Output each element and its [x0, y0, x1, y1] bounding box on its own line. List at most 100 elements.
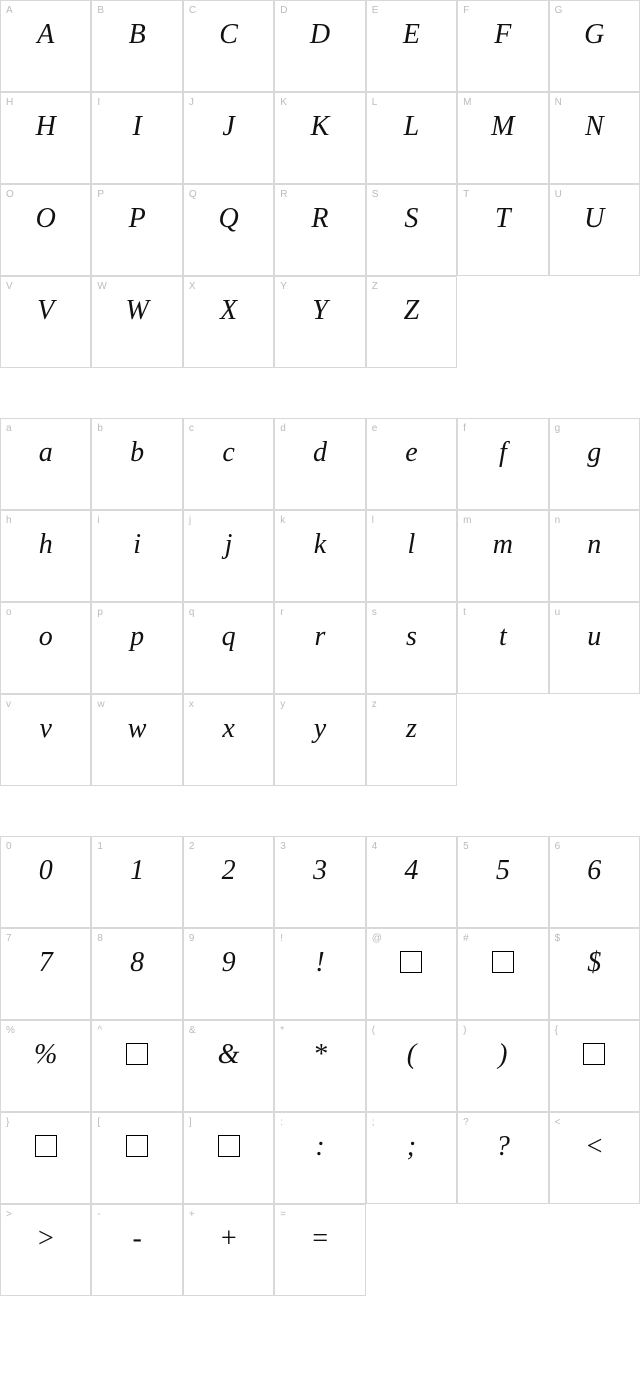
glyph-character: 4 [404, 855, 418, 887]
glyph-cell[interactable]: 77 [0, 928, 91, 1020]
glyph-cell[interactable]: VV [0, 276, 91, 368]
glyph-cell[interactable]: (( [366, 1020, 457, 1112]
glyph-cell[interactable]: UU [549, 184, 640, 276]
glyph-cell[interactable]: PP [91, 184, 182, 276]
glyph-cell[interactable]: ee [366, 418, 457, 510]
glyph-cell[interactable]: yy [274, 694, 365, 786]
glyph-cell[interactable]: >> [0, 1204, 91, 1296]
glyph-cell[interactable]: } [0, 1112, 91, 1204]
glyph-cell-label: Z [372, 281, 378, 292]
glyph-cell[interactable]: TT [457, 184, 548, 276]
glyph-cell[interactable]: -- [91, 1204, 182, 1296]
glyph-cell[interactable]: [ [91, 1112, 182, 1204]
glyph-cell-label: o [6, 607, 12, 618]
glyph-cell[interactable]: XX [183, 276, 274, 368]
glyph-cell-label: V [6, 281, 13, 292]
glyph-cell[interactable]: @ [366, 928, 457, 1020]
glyph-cell[interactable]: BB [91, 0, 182, 92]
glyph-cell[interactable]: cc [183, 418, 274, 510]
glyph-cell[interactable]: ff [457, 418, 548, 510]
glyph-cell[interactable]: HH [0, 92, 91, 184]
glyph-cell[interactable]: ** [274, 1020, 365, 1112]
glyph-cell[interactable]: WW [91, 276, 182, 368]
glyph-cell[interactable]: YY [274, 276, 365, 368]
glyph-cell[interactable]: $$ [549, 928, 640, 1020]
glyph-cell[interactable]: RR [274, 184, 365, 276]
glyph-cell[interactable]: SS [366, 184, 457, 276]
glyph-cell[interactable]: hh [0, 510, 91, 602]
glyph-cell[interactable]: && [183, 1020, 274, 1112]
glyph-cell[interactable]: gg [549, 418, 640, 510]
glyph-cell[interactable]: NN [549, 92, 640, 184]
glyph-cell-label: @ [372, 933, 382, 944]
glyph-cell[interactable]: << [549, 1112, 640, 1204]
glyph-cell[interactable]: ii [91, 510, 182, 602]
glyph-cell[interactable]: ll [366, 510, 457, 602]
glyph-cell[interactable]: GG [549, 0, 640, 92]
glyph-cell[interactable]: vv [0, 694, 91, 786]
glyph-character: b [130, 437, 144, 469]
glyph-cell[interactable]: uu [549, 602, 640, 694]
glyph-cell-label: W [97, 281, 106, 292]
glyph-cell[interactable]: FF [457, 0, 548, 92]
glyph-cell[interactable]: ?? [457, 1112, 548, 1204]
glyph-cell-label: U [555, 189, 562, 200]
glyph-cell[interactable]: mm [457, 510, 548, 602]
glyph-cell[interactable]: zz [366, 694, 457, 786]
glyph-cell-label: e [372, 423, 378, 434]
glyph-character: j [225, 529, 233, 561]
glyph-cell[interactable]: ss [366, 602, 457, 694]
glyph-cell[interactable]: KK [274, 92, 365, 184]
glyph-cell[interactable]: II [91, 92, 182, 184]
glyph-cell[interactable]: ;; [366, 1112, 457, 1204]
glyph-cell[interactable]: !! [274, 928, 365, 1020]
glyph-cell[interactable]: 11 [91, 836, 182, 928]
glyph-character: ! [315, 947, 324, 979]
glyph-cell[interactable]: ww [91, 694, 182, 786]
glyph-cell[interactable]: 99 [183, 928, 274, 1020]
glyph-cell[interactable]: DD [274, 0, 365, 92]
glyph-cell[interactable]: :: [274, 1112, 365, 1204]
glyph-cell[interactable]: AA [0, 0, 91, 92]
glyph-cell[interactable]: qq [183, 602, 274, 694]
glyph-cell[interactable]: CC [183, 0, 274, 92]
glyph-cell[interactable]: rr [274, 602, 365, 694]
glyph-cell-label: K [280, 97, 287, 108]
glyph-cell[interactable]: )) [457, 1020, 548, 1112]
glyph-cell[interactable]: EE [366, 0, 457, 92]
glyph-cell[interactable]: 33 [274, 836, 365, 928]
glyph-character: w [128, 713, 147, 745]
glyph-cell[interactable]: LL [366, 92, 457, 184]
glyph-cell[interactable]: bb [91, 418, 182, 510]
glyph-cell[interactable]: MM [457, 92, 548, 184]
glyph-cell[interactable]: QQ [183, 184, 274, 276]
glyph-cell[interactable]: ^ [91, 1020, 182, 1112]
glyph-cell[interactable]: xx [183, 694, 274, 786]
glyph-character: G [584, 19, 604, 51]
glyph-cell[interactable]: 22 [183, 836, 274, 928]
glyph-cell[interactable]: 00 [0, 836, 91, 928]
glyph-cell[interactable]: JJ [183, 92, 274, 184]
glyph-cell[interactable]: { [549, 1020, 640, 1112]
glyph-cell[interactable]: nn [549, 510, 640, 602]
glyph-cell[interactable]: oo [0, 602, 91, 694]
glyph-cell[interactable]: # [457, 928, 548, 1020]
glyph-cell[interactable]: aa [0, 418, 91, 510]
glyph-cell-label: F [463, 5, 469, 16]
glyph-cell[interactable]: 44 [366, 836, 457, 928]
glyph-cell[interactable]: dd [274, 418, 365, 510]
glyph-cell[interactable]: 88 [91, 928, 182, 1020]
glyph-cell[interactable]: 66 [549, 836, 640, 928]
glyph-cell[interactable]: jj [183, 510, 274, 602]
glyph-cell[interactable]: ] [183, 1112, 274, 1204]
glyph-cell[interactable]: tt [457, 602, 548, 694]
glyph-cell[interactable]: %% [0, 1020, 91, 1112]
glyph-cell[interactable]: ++ [183, 1204, 274, 1296]
glyph-cell[interactable]: 55 [457, 836, 548, 928]
glyph-cell[interactable]: pp [91, 602, 182, 694]
glyph-cell[interactable]: ZZ [366, 276, 457, 368]
glyph-cell[interactable]: == [274, 1204, 365, 1296]
glyph-cell[interactable]: OO [0, 184, 91, 276]
glyph-character: V [37, 295, 54, 327]
glyph-cell[interactable]: kk [274, 510, 365, 602]
